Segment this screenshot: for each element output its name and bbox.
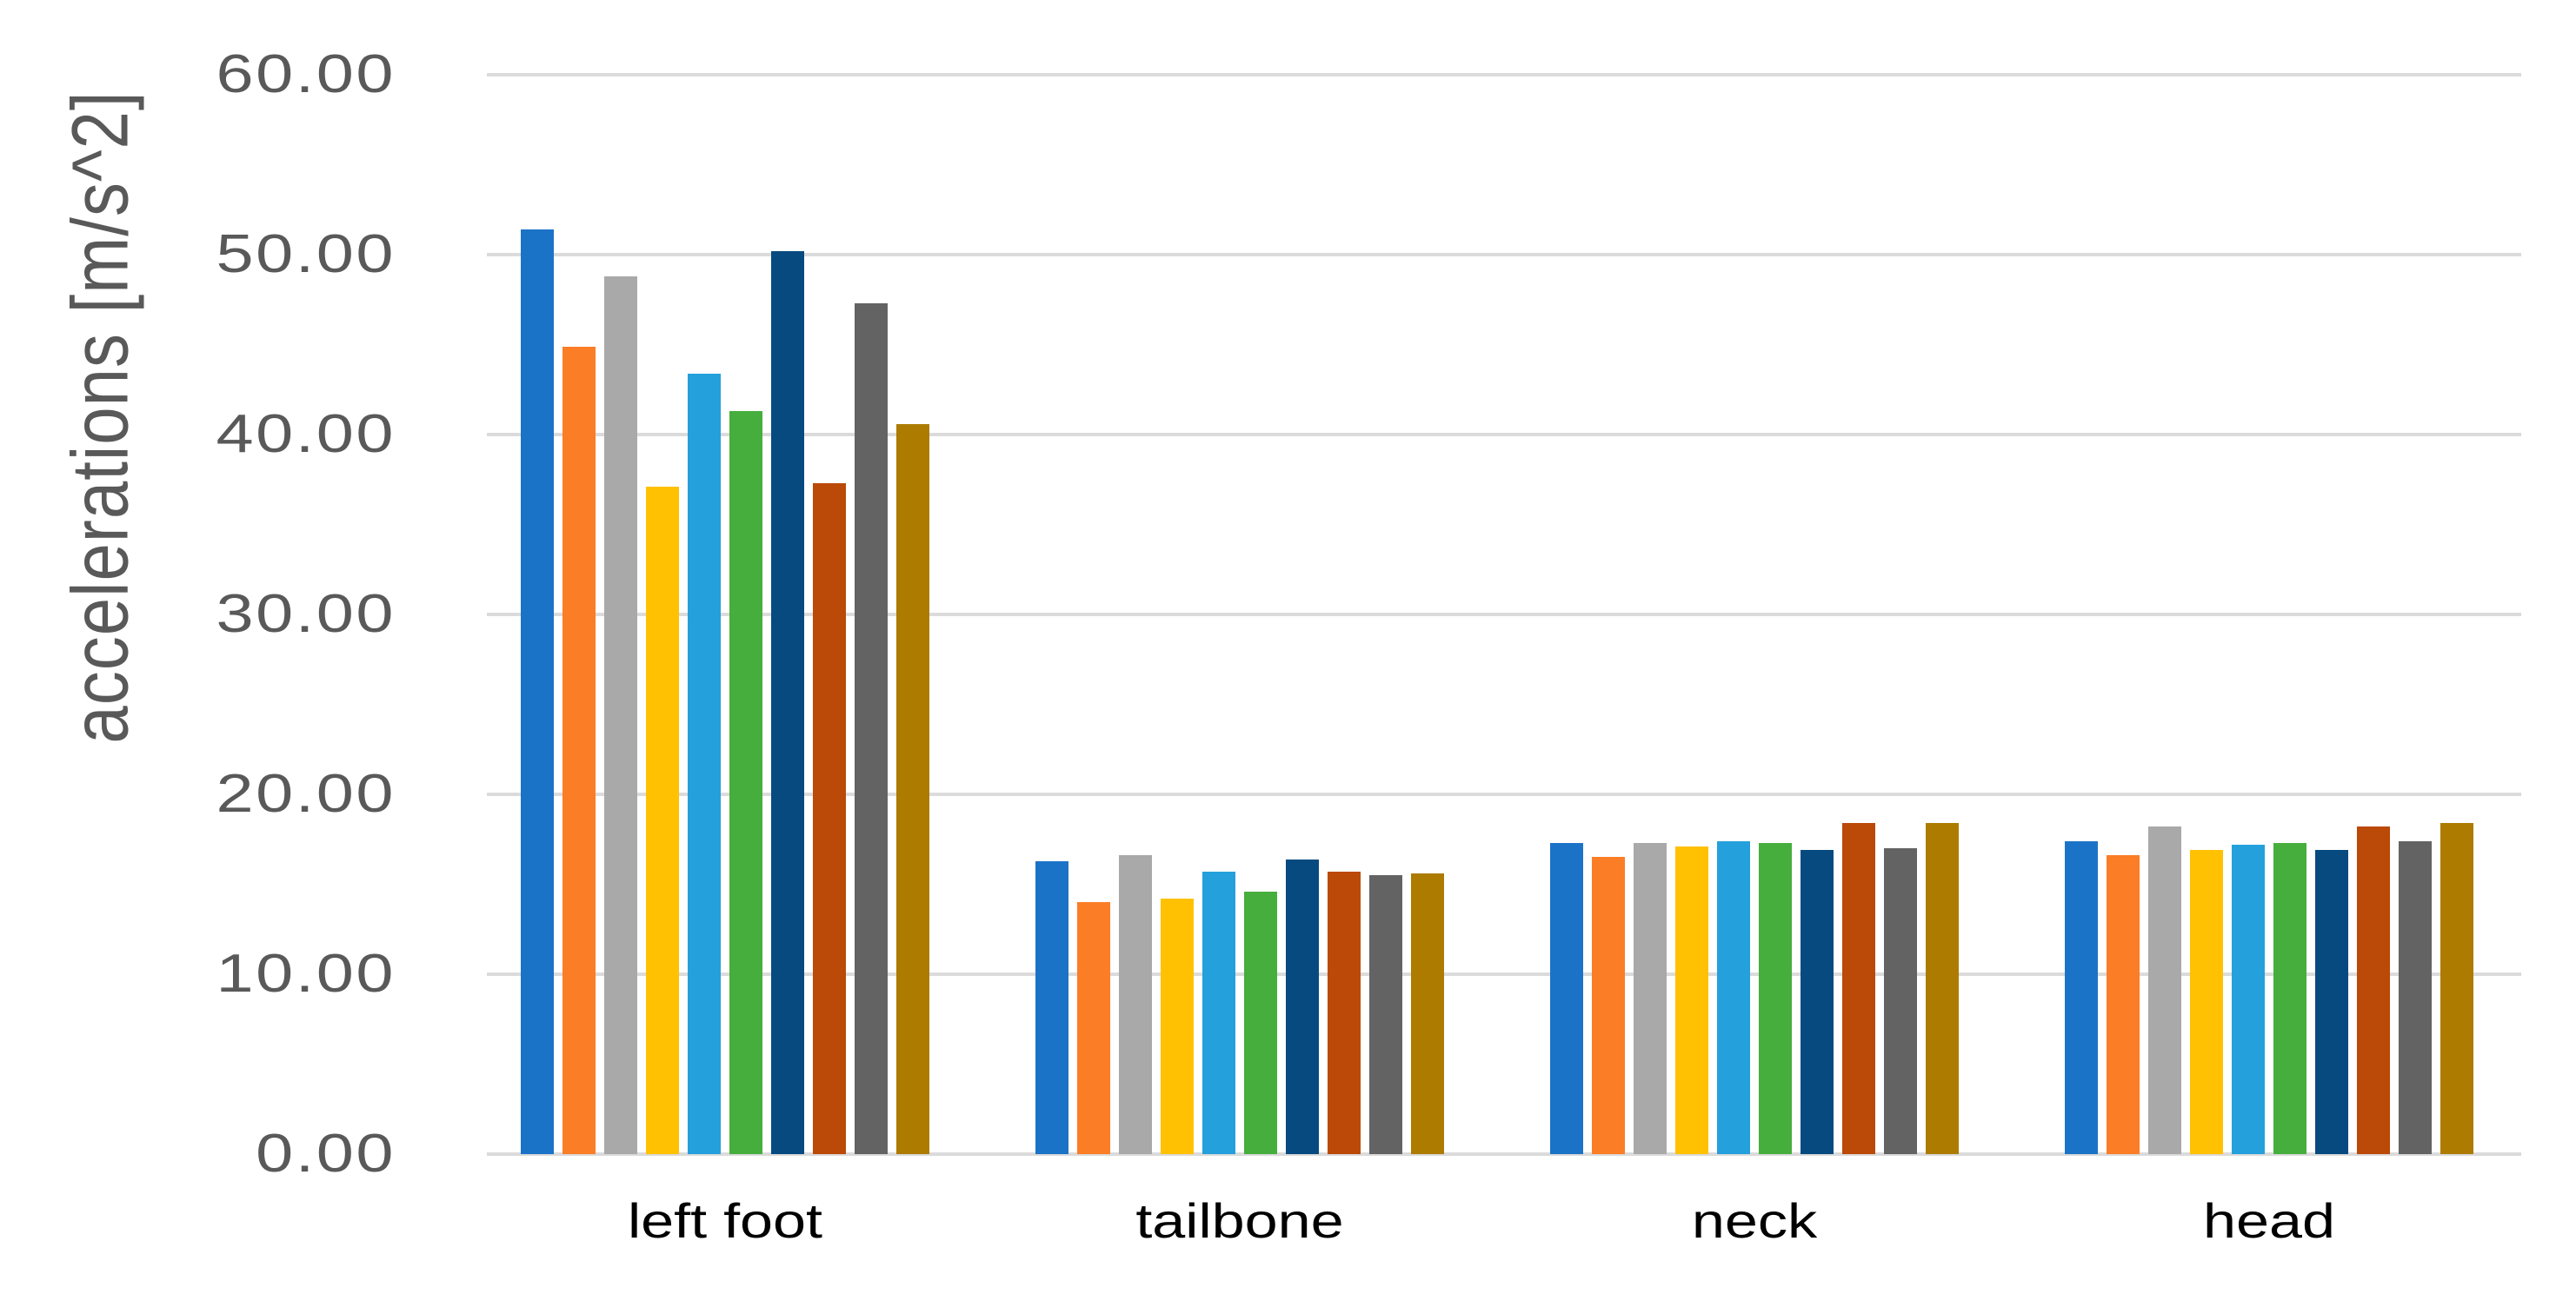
bar-series-1-neck [1550, 842, 1583, 1154]
y-axis-tick-label: 30.00 [216, 584, 396, 644]
bar-series-1-head [2065, 840, 2098, 1154]
bar-groups [468, 75, 2526, 1154]
gridline-50.00 [487, 253, 2521, 256]
gridline-0.00 [487, 1152, 2521, 1156]
gridline-40.00 [487, 433, 2521, 436]
gridline-60.00 [487, 73, 2521, 76]
bar-series-6-tailbone [1244, 891, 1277, 1154]
bar-series-9-tailbone [1369, 875, 1402, 1154]
bar-series-6-left-foot [729, 411, 762, 1154]
y-axis-tick-label: 0.00 [256, 1124, 396, 1184]
bar-series-4-neck [1675, 846, 1708, 1154]
bar-series-10-neck [1926, 823, 1959, 1154]
bar-series-1-tailbone [1035, 860, 1068, 1154]
x-axis-labels: left foot tailbone neck head [468, 1186, 2526, 1256]
category-group-tailbone [982, 75, 1497, 1154]
y-axis-tick-label: 50.00 [216, 224, 396, 284]
bar-series-3-neck [1634, 842, 1667, 1154]
bar-series-7-tailbone [1286, 859, 1319, 1154]
y-axis-tick-labels: 60.00 50.00 40.00 30.00 20.00 10.00 0.00 [0, 44, 396, 1184]
bar-series-2-neck [1592, 857, 1625, 1154]
x-axis-label-head: head [2202, 1193, 2335, 1248]
bar-series-1-left-foot [521, 229, 554, 1154]
bar-series-5-head [2232, 844, 2265, 1154]
plot-area [487, 73, 2521, 1156]
bar-series-8-neck [1842, 823, 1875, 1154]
gridline-30.00 [487, 613, 2521, 616]
bar-series-9-left-foot [855, 302, 888, 1154]
bar-series-6-head [2273, 842, 2306, 1154]
category-group-neck [1497, 75, 2012, 1154]
bar-series-9-head [2399, 840, 2432, 1154]
bar-series-4-tailbone [1161, 899, 1194, 1154]
bar-series-4-head [2190, 850, 2223, 1154]
gridline-10.00 [487, 972, 2521, 976]
bar-series-8-head [2357, 826, 2390, 1154]
bar-series-5-tailbone [1202, 872, 1235, 1154]
y-axis-tick-label: 40.00 [216, 404, 396, 464]
bar-series-2-head [2107, 855, 2140, 1154]
bar-series-8-tailbone [1328, 872, 1361, 1154]
y-axis-tick-label: 10.00 [216, 944, 396, 1004]
bar-series-3-tailbone [1119, 855, 1152, 1154]
x-axis-label-left-foot: left foot [627, 1193, 823, 1248]
gridline-20.00 [487, 793, 2521, 796]
bar-series-5-left-foot [688, 373, 721, 1154]
y-axis-tick-label: 20.00 [216, 764, 396, 824]
bar-series-10-left-foot [896, 423, 929, 1154]
bar-series-7-neck [1801, 850, 1834, 1154]
bar-series-5-neck [1717, 840, 1750, 1154]
bar-series-9-neck [1884, 848, 1917, 1154]
bar-series-2-left-foot [562, 346, 596, 1154]
x-axis-label-neck: neck [1691, 1193, 1818, 1248]
bar-series-10-tailbone [1411, 873, 1444, 1154]
bar-series-7-left-foot [771, 250, 804, 1154]
bar-series-2-tailbone [1077, 902, 1110, 1154]
category-group-head [2012, 75, 2526, 1154]
bar-series-8-left-foot [813, 482, 846, 1154]
y-axis-tick-label: 60.00 [216, 44, 396, 104]
category-group-left-foot [468, 75, 982, 1154]
bar-series-10-head [2440, 823, 2473, 1154]
bar-series-7-head [2315, 850, 2348, 1154]
bar-series-6-neck [1759, 842, 1792, 1154]
x-axis-label-tailbone: tailbone [1135, 1193, 1344, 1248]
bar-series-3-left-foot [604, 275, 637, 1154]
bar-series-4-left-foot [646, 487, 679, 1154]
bar-series-3-head [2148, 826, 2181, 1154]
